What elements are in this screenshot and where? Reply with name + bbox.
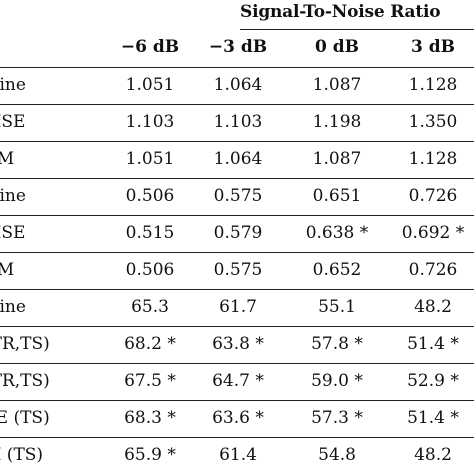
table-cell: 57.3 * <box>311 408 363 428</box>
row-divider <box>0 437 474 438</box>
table-cell: 61.7 <box>219 297 257 317</box>
row-label: RM <box>0 260 15 280</box>
table-cell: 63.8 * <box>212 334 264 354</box>
table-cell: 48.2 <box>414 445 452 465</box>
table-cell: 59.0 * <box>311 371 363 391</box>
row-label: eline <box>0 186 26 206</box>
row-label: RM <box>0 149 15 169</box>
row-divider <box>0 104 474 105</box>
row-divider <box>0 141 474 142</box>
table-cell: 1.128 <box>408 149 458 169</box>
table-row: SE (TS) 68.3 * 63.6 * 57.3 * 51.4 * <box>0 400 474 437</box>
row-divider <box>0 215 474 216</box>
table-cell: 1.198 <box>312 112 362 132</box>
table-cell: 1.051 <box>125 149 175 169</box>
row-divider <box>0 363 474 364</box>
table-cell: 0.726 <box>408 186 458 206</box>
row-divider <box>0 252 474 253</box>
row-divider <box>0 289 474 290</box>
table-row: eline 0.506 0.575 0.651 0.726 <box>0 178 474 215</box>
table-cell: 61.4 <box>219 445 257 465</box>
table-cell: 63.6 * <box>212 408 264 428</box>
table-cell: 55.1 <box>318 297 356 317</box>
row-divider <box>0 326 474 327</box>
table-cell: 1.051 <box>125 75 175 95</box>
row-label: SE (TS) <box>0 408 50 428</box>
table-cell: 0.575 <box>213 260 263 280</box>
table-row: RM 0.506 0.575 0.652 0.726 <box>0 252 474 289</box>
column-header: −6 dB <box>120 37 180 57</box>
table-cell: 67.5 * <box>124 371 176 391</box>
table-cell: 1.350 <box>408 112 458 132</box>
table-row: eline 1.051 1.064 1.087 1.128 <box>0 67 474 104</box>
table-cell: 0.638 * <box>305 223 369 243</box>
table-cell: 51.4 * <box>407 334 459 354</box>
column-header: −3 dB <box>208 37 268 57</box>
table-cell: 65.3 <box>131 297 169 317</box>
table-cell: 0.515 <box>125 223 175 243</box>
row-label: eline <box>0 75 26 95</box>
table-cell: 1.087 <box>312 149 362 169</box>
table-cell: 57.8 * <box>311 334 363 354</box>
row-label: (TR,TS) <box>0 371 50 391</box>
table-cell: 52.9 * <box>407 371 459 391</box>
table-cell: 1.103 <box>213 112 263 132</box>
table-cell: 0.506 <box>125 186 175 206</box>
table-cell: 1.103 <box>125 112 175 132</box>
table-cell: 0.651 <box>312 186 362 206</box>
table-cell: 54.8 <box>318 445 356 465</box>
column-header: 0 dB <box>314 37 359 57</box>
table-cell: 0.692 * <box>401 223 465 243</box>
table-row: eline 65.3 61.7 55.1 48.2 <box>0 289 474 326</box>
table-group-header: Signal-To-Noise Ratio <box>240 2 441 22</box>
row-label: (TR,TS) <box>0 334 50 354</box>
table-row: M (TS) 65.9 * 61.4 54.8 48.2 <box>0 437 474 474</box>
row-divider <box>0 400 474 401</box>
table-cell: 64.7 * <box>212 371 264 391</box>
row-label: M (TS) <box>0 445 44 465</box>
table-cell: 68.2 * <box>124 334 176 354</box>
row-divider <box>0 67 474 68</box>
table-cell: 1.128 <box>408 75 458 95</box>
table-cell: 65.9 * <box>124 445 176 465</box>
table-cell: 0.575 <box>213 186 263 206</box>
header-underline <box>240 29 474 30</box>
column-header-row: −6 dB −3 dB 0 dB 3 dB <box>0 29 474 66</box>
row-label: MSE <box>0 112 26 132</box>
row-divider <box>0 178 474 179</box>
table-row: RM 1.051 1.064 1.087 1.128 <box>0 141 474 178</box>
table-cell: 51.4 * <box>407 408 459 428</box>
table-row: (TR,TS) 67.5 * 64.7 * 59.0 * 52.9 * <box>0 363 474 400</box>
table-cell: 68.3 * <box>124 408 176 428</box>
table-cell: 1.064 <box>213 75 263 95</box>
table-cell: 0.652 <box>312 260 362 280</box>
table-cell: 0.506 <box>125 260 175 280</box>
column-header: 3 dB <box>410 37 455 57</box>
table-row: MSE 1.103 1.103 1.198 1.350 <box>0 104 474 141</box>
table-cell: 1.087 <box>312 75 362 95</box>
table-cell: 0.579 <box>213 223 263 243</box>
table-cell: 0.726 <box>408 260 458 280</box>
row-label: eline <box>0 297 26 317</box>
table-cell: 1.064 <box>213 149 263 169</box>
table-cell: 48.2 <box>414 297 452 317</box>
table-row: (TR,TS) 68.2 * 63.8 * 57.8 * 51.4 * <box>0 326 474 363</box>
table-row: MSE 0.515 0.579 0.638 * 0.692 * <box>0 215 474 252</box>
row-label: MSE <box>0 223 26 243</box>
